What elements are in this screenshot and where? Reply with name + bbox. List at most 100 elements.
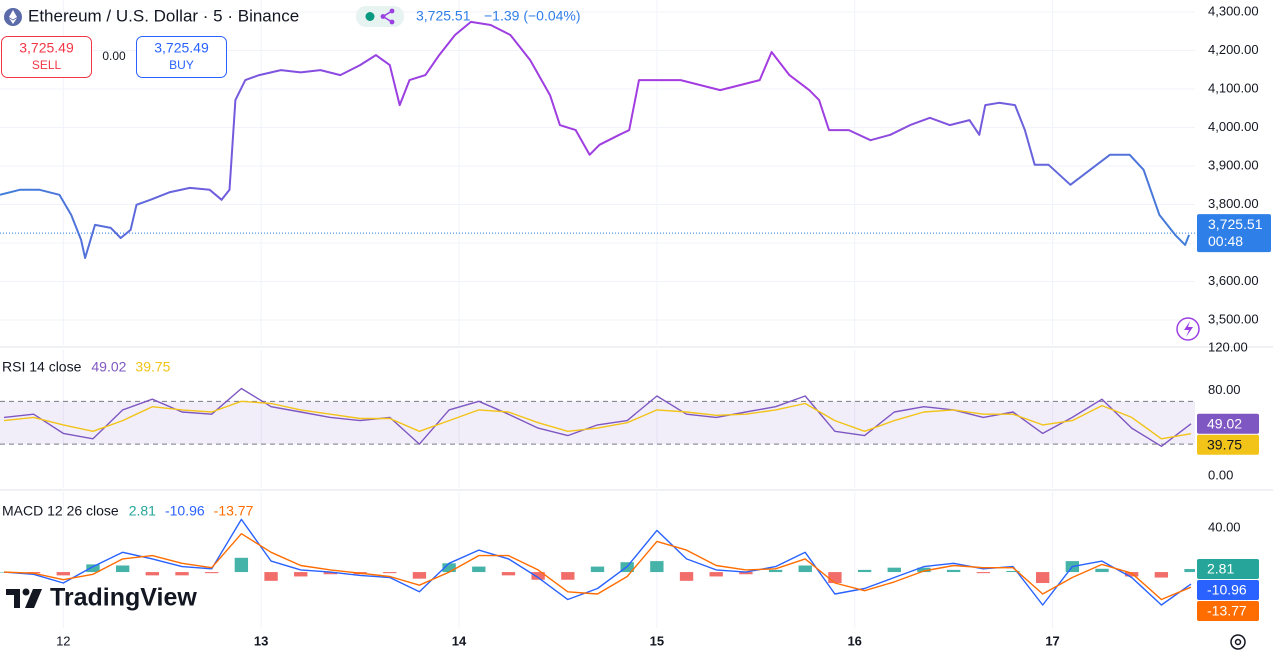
histogram-bar: [798, 565, 812, 573]
spread: 0.00: [102, 49, 126, 63]
x-tick-label: 13: [254, 633, 268, 648]
histogram-bar: [590, 566, 605, 573]
buy-price: 3,725.49: [154, 40, 209, 56]
histogram-bar: [175, 572, 189, 576]
histogram-bar: [709, 572, 723, 577]
last-price-box: [1197, 214, 1271, 253]
sell-button[interactable]: [1, 36, 92, 78]
legend-value: -10.96: [165, 503, 205, 519]
y-tick-label: 4,200.00: [1208, 42, 1259, 57]
histogram-bar: [86, 564, 100, 573]
indicator-line: [3, 387, 1192, 447]
legend-value: 2.81: [129, 503, 156, 519]
histogram-bar: [828, 572, 842, 584]
histogram-bar: [205, 572, 219, 574]
value-box: [1197, 558, 1259, 579]
share-icon-dot: [389, 8, 395, 14]
grid-layer: [0, 0, 1195, 628]
value-box-label: -13.77: [1207, 603, 1247, 619]
value-box-label: 39.75: [1207, 436, 1242, 452]
y-tick-label: 4,300.00: [1208, 3, 1259, 18]
symbol-title: Ethereum / U.S. Dollar · 5 · Binance: [28, 6, 299, 25]
histogram-bar: [1095, 568, 1109, 573]
macd-title: MACD 12 26 close: [2, 503, 119, 519]
indicator-line: [3, 533, 1192, 601]
histogram-bar: [294, 572, 308, 577]
y-tick-label: 4,100.00: [1208, 80, 1259, 95]
histogram-bar: [501, 572, 516, 576]
logo-mark: [22, 588, 30, 596]
x-tick-label: 16: [847, 633, 861, 648]
histogram-bar: [145, 572, 160, 576]
legend-value: -13.77: [214, 503, 254, 519]
settings-icon[interactable]: [1230, 634, 1246, 650]
settings-icon-center: [1234, 638, 1242, 646]
value-box: [1197, 434, 1259, 455]
last-price-label: 3,725.51: [1208, 216, 1263, 232]
histogram-bar: [1154, 572, 1169, 578]
y-tick-label: 3,500.00: [1208, 311, 1259, 326]
x-tick-label: 17: [1045, 633, 1059, 648]
panel-marks: [0, 518, 1195, 606]
histogram-bar: [1125, 572, 1139, 577]
value-box: [1197, 600, 1259, 621]
histogram-bar: [1184, 568, 1195, 573]
histogram-bar: [857, 569, 872, 573]
histogram-bar: [650, 561, 664, 573]
histogram-bar: [115, 565, 130, 573]
histogram-bar: [561, 572, 575, 580]
buy-button[interactable]: [136, 36, 227, 78]
share-icon-dot: [380, 14, 386, 19]
x-tick-label: 12: [56, 633, 70, 648]
histogram-bar: [768, 569, 783, 573]
rsi-title: RSI 14 close: [2, 359, 82, 375]
value-box-label: 2.81: [1207, 561, 1234, 577]
y-tick-label: 0.00: [1208, 468, 1233, 483]
header-change: −1.39 (−0.04%): [484, 8, 581, 24]
histogram-bar: [739, 572, 753, 575]
indicator-line: [3, 400, 1192, 440]
histogram-bar: [383, 572, 397, 574]
histogram-bar: [472, 566, 486, 573]
label-layer: Ethereum / U.S. Dollar · 5 · Binance 3,7…: [1, 3, 1271, 650]
rsi-band: [0, 401, 1195, 445]
legend-value: 49.02: [91, 359, 126, 375]
histogram-bar: [412, 572, 427, 579]
y-tick-label: 3,600.00: [1208, 273, 1259, 288]
share-icon-dot: [389, 19, 395, 25]
logo-mark: [6, 589, 20, 608]
histogram-bar: [234, 557, 249, 573]
y-tick-label: 4,000.00: [1208, 119, 1259, 134]
histogram-bar: [976, 572, 990, 574]
value-box-label: 49.02: [1207, 415, 1242, 431]
histogram-bar: [442, 563, 456, 573]
market-status: [365, 12, 375, 21]
eth-glyph: [9, 10, 17, 24]
histogram-bar: [917, 567, 931, 573]
market-badge[interactable]: [356, 6, 404, 27]
histogram-bar: [887, 567, 901, 573]
price-line: [0, 20, 1191, 259]
value-box: [1197, 413, 1259, 434]
histogram-bar: [264, 572, 278, 581]
histogram-bar: [323, 572, 338, 575]
alert-glyph: [1184, 321, 1193, 337]
histogram-bar: [1006, 570, 1020, 573]
histogram-bar: [946, 569, 961, 573]
logo-mark: [25, 589, 42, 608]
x-tick-label: 15: [650, 633, 664, 648]
buy-label: BUY: [169, 58, 194, 72]
y-tick-label: 120.00: [1208, 339, 1248, 354]
panel-marks: [0, 20, 1195, 259]
panel-marks: [0, 387, 1195, 447]
value-box-label: -10.96: [1207, 582, 1247, 598]
y-tick-label: 40.00: [1208, 520, 1241, 535]
legend-value: 39.75: [135, 359, 170, 375]
logo-text: TradingView: [50, 584, 197, 612]
sell-price: 3,725.49: [19, 40, 74, 56]
x-tick-label: 14: [452, 633, 467, 648]
mark-layer: [0, 20, 1195, 606]
y-tick-label: 3,800.00: [1208, 196, 1259, 211]
sell-label: SELL: [32, 58, 62, 72]
